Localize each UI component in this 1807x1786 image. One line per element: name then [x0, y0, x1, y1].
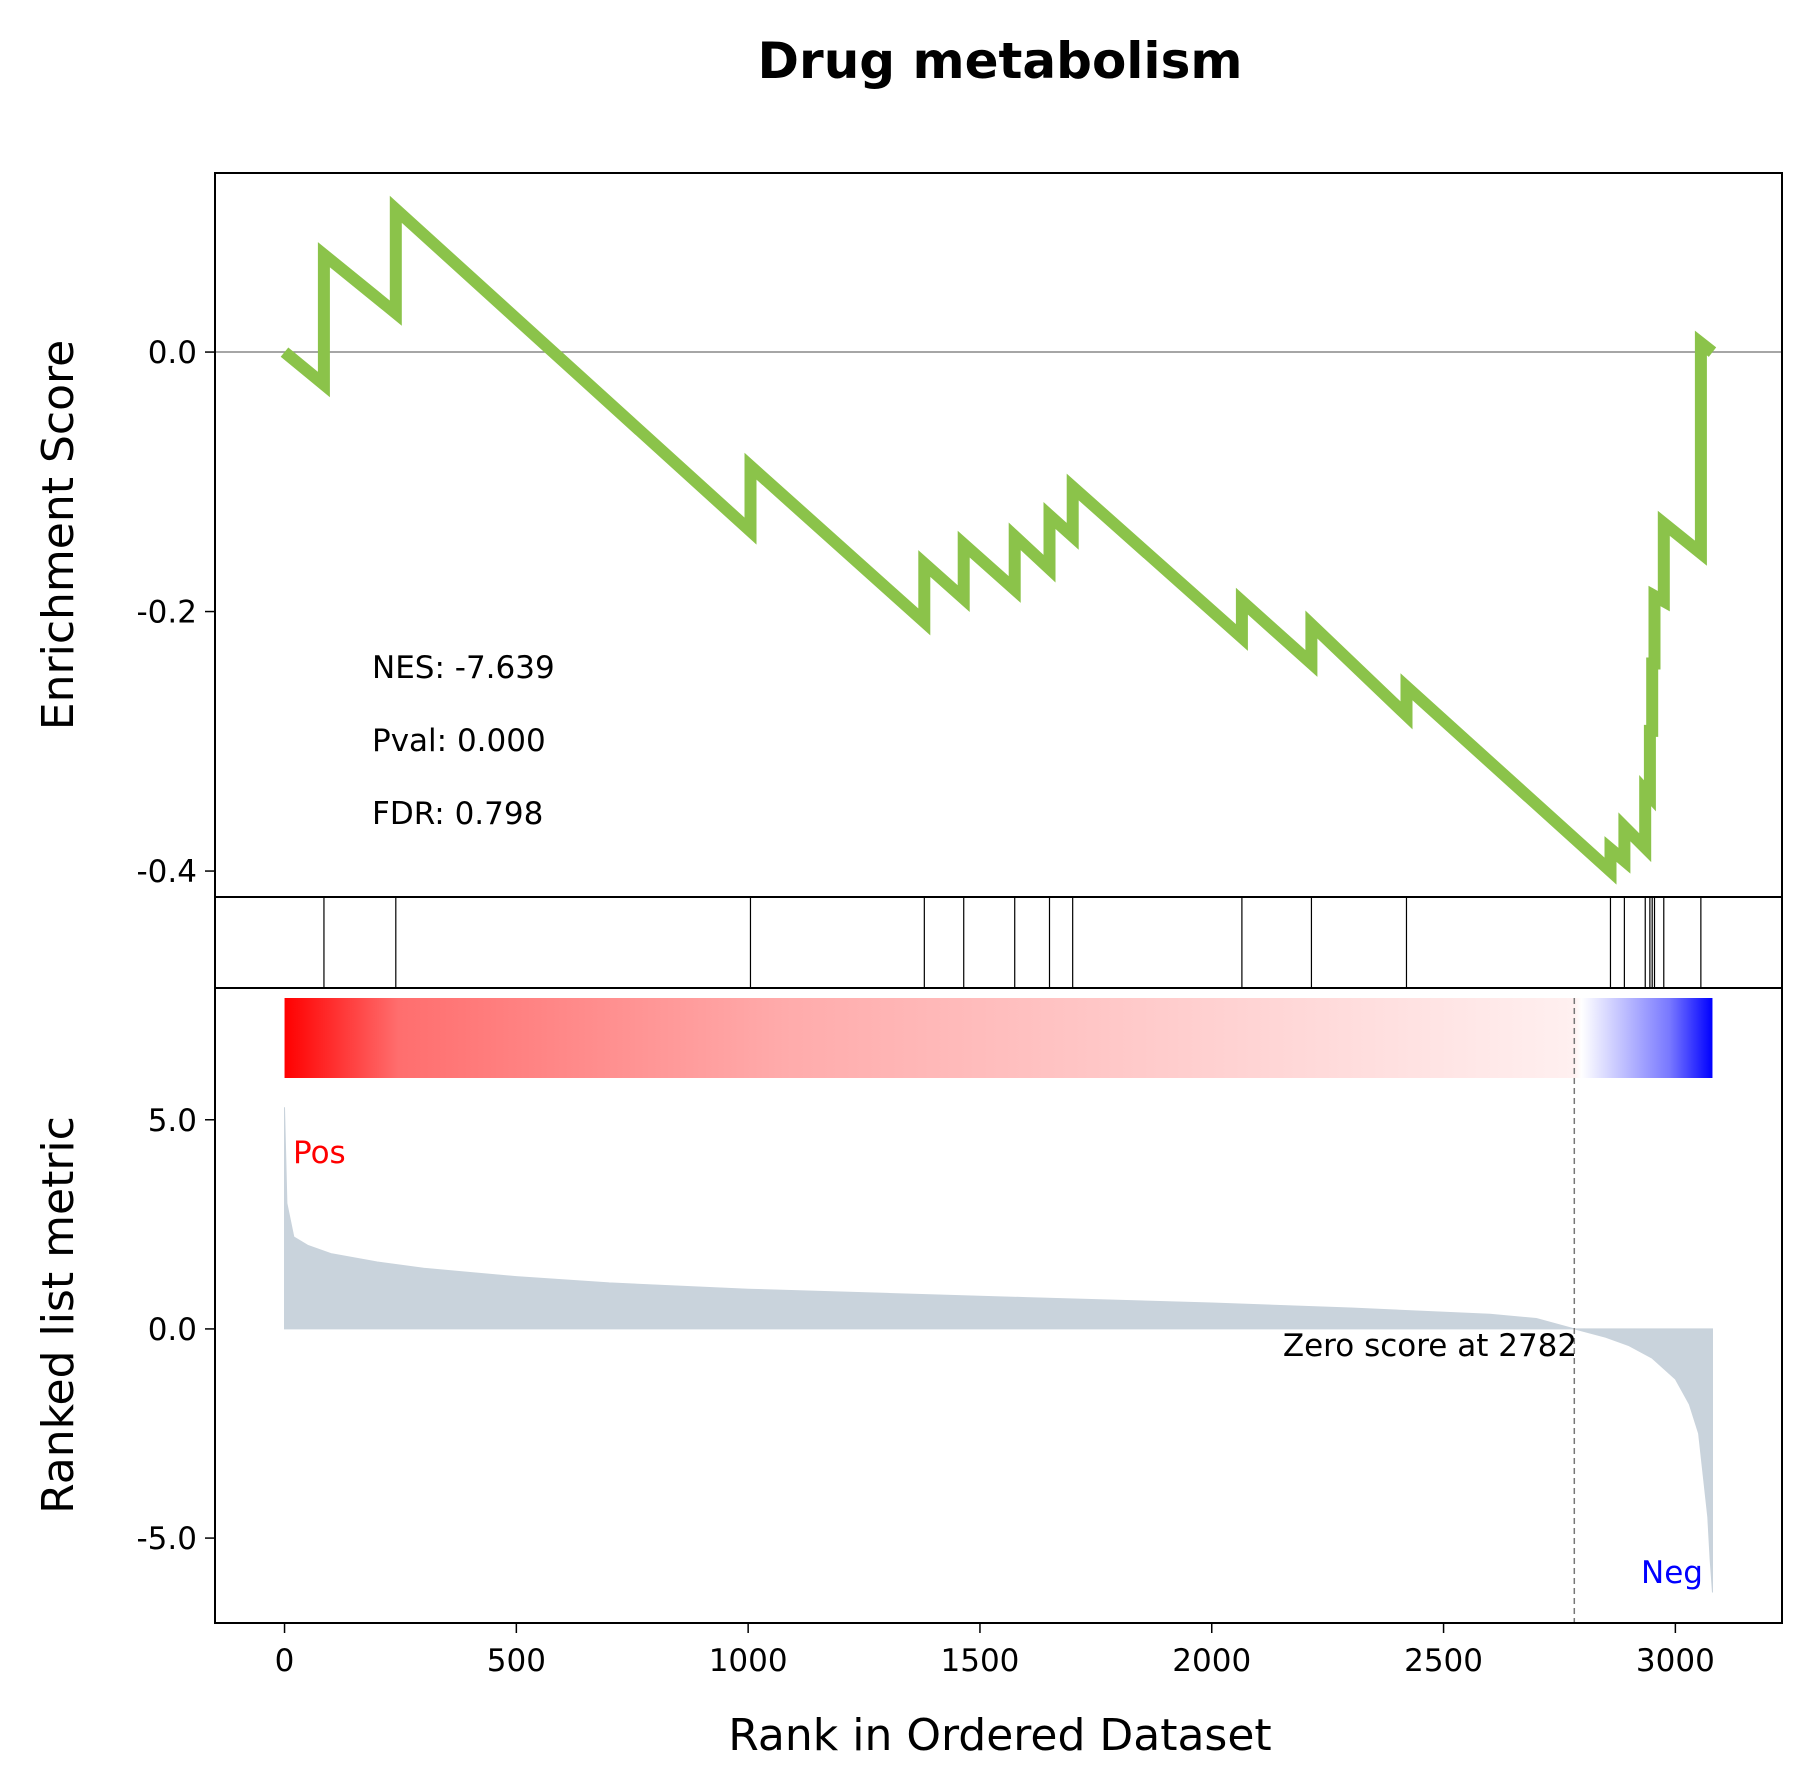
rank-colorbar	[284, 998, 1713, 1078]
ranked-metric-area	[284, 1107, 1713, 1593]
x-axis: 0 500 1000 1500 2000 2500 3000	[275, 1623, 1715, 1679]
y-axis-label-enrichment: Enrichment Score	[33, 340, 84, 730]
x-tick-label: 0	[275, 1643, 295, 1679]
y-tick-label-enrichment: -0.2	[137, 595, 198, 631]
hit-marker-panel	[214, 896, 1783, 989]
zero-score-label: Zero score at 2782	[1283, 1328, 1577, 1364]
y-tick-label-ranked: 5.0	[148, 1103, 197, 1139]
enrichment-panel-frame	[214, 172, 1783, 898]
nes-stat: NES: -7.639	[372, 650, 555, 686]
hit-panel-frame	[214, 896, 1783, 989]
y-tick-label-enrichment: 0.0	[148, 335, 197, 371]
chart-title: Drug metabolism	[758, 32, 1243, 90]
x-tick-label: 3000	[1636, 1643, 1715, 1679]
ranked-panel-frame	[214, 987, 1783, 1624]
pval-stat: Pval: 0.000	[372, 723, 546, 759]
x-tick-label: 2000	[1172, 1643, 1251, 1679]
y-tick-label-enrichment: -0.4	[137, 854, 198, 890]
x-tick-label: 1500	[941, 1643, 1020, 1679]
neg-label: Neg	[1641, 1555, 1703, 1591]
x-axis-label: Rank in Ordered Dataset	[728, 1710, 1271, 1761]
x-tick-label: 1000	[709, 1643, 788, 1679]
x-tick-label: 2500	[1404, 1643, 1483, 1679]
pos-label: Pos	[293, 1135, 346, 1171]
y-tick-label-ranked: 0.0	[148, 1312, 197, 1348]
ranked-metric-panel: 5.0 0.0 -5.0	[137, 987, 1783, 1624]
enrichment-score-line	[280, 195, 1717, 885]
enrichment-score-panel: 0.0 -0.2 -0.4	[137, 172, 1783, 898]
x-tick-label: 500	[487, 1643, 546, 1679]
y-axis-label-ranked: Ranked list metric	[33, 1116, 84, 1514]
y-tick-label-ranked: -5.0	[137, 1521, 198, 1557]
fdr-stat: FDR: 0.798	[372, 796, 543, 832]
